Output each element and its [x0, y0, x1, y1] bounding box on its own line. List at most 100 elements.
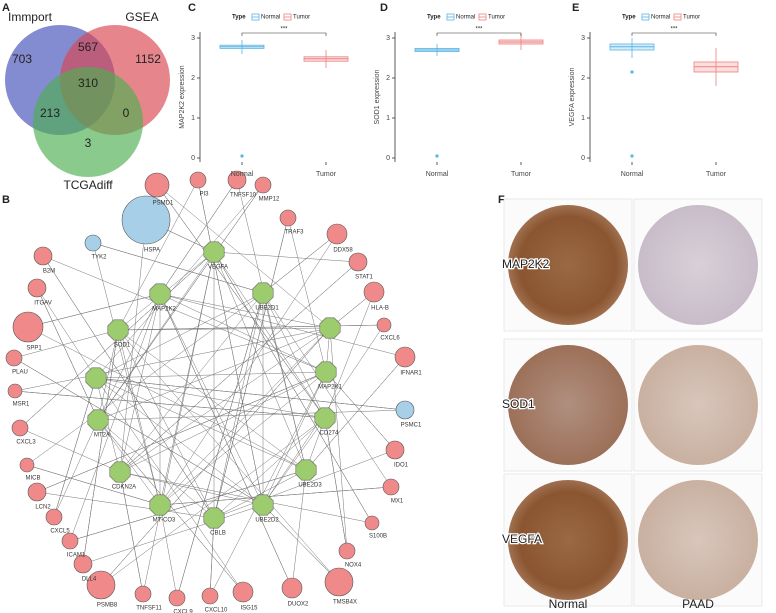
hub-node — [319, 317, 341, 339]
hub-label: SOD1 — [114, 343, 131, 349]
legend-label: Tumor — [293, 15, 310, 21]
edge — [99, 329, 119, 412]
hub-label: CD274 — [320, 431, 339, 437]
node-label: MX1 — [391, 499, 404, 505]
node-label: ICAM1 — [67, 553, 86, 559]
gene-node — [201, 587, 219, 605]
y-tick-label: 2 — [581, 75, 585, 82]
venn-count: 3 — [85, 136, 92, 150]
gene-node — [232, 581, 254, 603]
x-tick-label: Normal — [231, 171, 254, 178]
gene-node — [189, 171, 207, 189]
gene-node — [227, 170, 247, 190]
edge — [291, 478, 306, 589]
significance-label: *** — [280, 27, 288, 33]
node-label: PSMB8 — [97, 603, 118, 609]
edge — [262, 425, 320, 506]
edge — [26, 464, 152, 503]
y-axis-label: MAP2K2 expression — [179, 65, 186, 129]
node-label: PSMD1 — [153, 201, 174, 207]
legend-label: Tumor — [683, 15, 700, 21]
edge — [119, 299, 258, 473]
hub-node — [85, 367, 107, 389]
edge — [331, 378, 396, 451]
node-label: NOX4 — [345, 563, 362, 569]
node-label: HSPA — [144, 248, 160, 254]
hub-node — [107, 319, 129, 341]
edge — [97, 419, 155, 498]
edge — [27, 295, 152, 328]
node-label: PI3 — [199, 192, 209, 198]
panel-label: C — [188, 2, 196, 14]
edge — [100, 385, 244, 593]
hub-label: UBE2D3 — [298, 483, 322, 489]
gene-node — [385, 440, 405, 460]
y-tick-label: 3 — [386, 35, 390, 42]
node-label: IFNAR1 — [400, 371, 422, 377]
node-label: S100B — [369, 534, 387, 540]
edge — [209, 526, 215, 597]
edge — [82, 507, 255, 565]
gene-node — [326, 223, 348, 245]
edge — [164, 179, 238, 287]
edge — [218, 259, 326, 419]
edge — [287, 217, 325, 364]
edge — [127, 327, 331, 468]
edge — [100, 423, 319, 586]
edge — [19, 427, 113, 469]
venn-count: 310 — [78, 76, 98, 90]
y-tick-label: 0 — [386, 155, 390, 162]
edge — [26, 298, 256, 466]
gene-node — [84, 234, 102, 252]
edge — [217, 259, 307, 471]
node-label: MSR1 — [13, 402, 30, 408]
hub-node — [109, 461, 131, 483]
edge — [269, 511, 340, 583]
node-label: PLAU — [12, 370, 28, 376]
edge — [222, 449, 396, 516]
hub-node — [314, 407, 336, 429]
network: VEGFA MAP2K2 UBE2D1 SOD1 MAP2K1 CD274 MT2A CDKN… — [5, 170, 422, 613]
hub-label: UBE2D2 — [255, 518, 279, 524]
node-label: MMP12 — [259, 197, 280, 203]
edge — [236, 179, 305, 462]
edge — [104, 371, 327, 379]
edge — [124, 251, 215, 325]
gene-node — [144, 172, 170, 198]
x-tick-label: Normal — [621, 171, 644, 178]
edge — [142, 260, 213, 595]
ihc-core — [638, 205, 758, 325]
gene-node — [61, 532, 79, 550]
gene-node — [45, 508, 63, 526]
gene-node — [168, 589, 186, 607]
gene-node — [5, 349, 23, 367]
node-label: TMSB4X — [333, 600, 357, 606]
ihc-core — [508, 345, 628, 465]
ihc-core — [638, 345, 758, 465]
gene-node — [281, 577, 303, 599]
ihc-core — [508, 480, 628, 600]
edge — [53, 427, 95, 518]
panel-label: F — [498, 194, 505, 206]
significance-label: *** — [475, 27, 483, 33]
y-tick-label: 2 — [191, 75, 195, 82]
outlier — [435, 154, 439, 158]
legend-label: Normal — [261, 15, 280, 21]
edge — [102, 383, 264, 506]
hub-label: MAP2K1 — [318, 385, 342, 391]
significance-bracket — [631, 32, 717, 36]
gene-node — [324, 567, 354, 597]
edge — [95, 296, 256, 379]
node-label: CXCL6 — [380, 336, 400, 342]
outlier — [630, 70, 634, 74]
x-tick-label: Tumor — [511, 171, 532, 178]
hub-node — [295, 459, 317, 481]
venn-set-label: GSEA — [125, 10, 158, 24]
edge — [164, 233, 338, 498]
venn-count: 213 — [40, 106, 60, 120]
edge — [160, 513, 178, 599]
y-tick-label: 3 — [581, 35, 585, 42]
edge — [119, 471, 255, 504]
edge — [14, 390, 317, 419]
